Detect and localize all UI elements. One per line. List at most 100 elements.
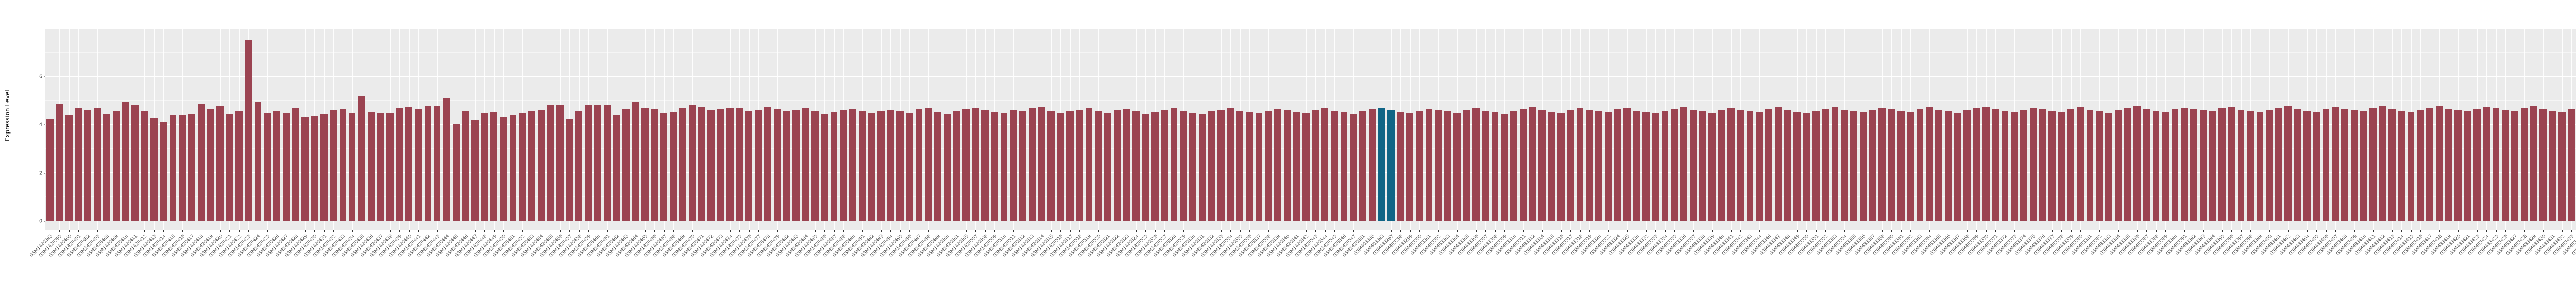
bar[interactable] [500,117,507,221]
bar[interactable] [1774,107,1782,221]
bar[interactable] [65,115,73,221]
bar[interactable] [1661,111,1669,221]
bar[interactable] [1368,109,1376,221]
bar[interactable] [670,112,677,221]
bar[interactable] [1529,107,1536,221]
bar[interactable] [1859,112,1867,221]
bar[interactable] [821,114,828,221]
bar[interactable] [1727,108,1735,221]
bar[interactable] [1699,111,1706,221]
bar[interactable] [1057,113,1064,221]
bar[interactable] [528,111,535,221]
bar[interactable] [84,109,92,221]
bar[interactable] [1944,111,1952,221]
bar[interactable] [1047,110,1055,221]
bar[interactable] [1000,113,1008,221]
bar[interactable] [2029,108,2037,221]
bar[interactable] [2256,112,2264,221]
bar[interactable] [1217,109,1225,221]
bar[interactable] [1623,107,1631,221]
bar[interactable] [386,113,394,221]
bar[interactable] [2520,108,2528,221]
bar[interactable] [943,114,951,221]
bar[interactable] [424,106,432,221]
bar[interactable] [2539,109,2547,221]
bar[interactable] [112,110,120,221]
bar[interactable] [1897,111,1905,221]
bar[interactable] [991,112,998,221]
bar[interactable] [972,107,979,221]
bar[interactable] [1179,111,1187,221]
bar[interactable] [736,108,743,221]
bar[interactable] [2284,106,2292,221]
bar[interactable] [698,106,705,221]
bar[interactable] [1491,112,1499,221]
bar[interactable] [481,113,488,221]
bar[interactable] [877,111,885,221]
bar[interactable] [226,114,233,221]
bar[interactable] [160,122,167,221]
bar[interactable] [2039,109,2046,221]
bar[interactable] [2426,108,2433,221]
bar[interactable] [245,40,252,221]
bar[interactable] [1406,113,1414,221]
bar[interactable] [1302,113,1310,221]
bar[interactable] [726,107,734,221]
bar[interactable] [802,108,809,221]
bar[interactable] [2143,109,2150,221]
bar[interactable] [585,105,592,221]
bar[interactable] [1293,111,1300,221]
bar[interactable] [2332,107,2339,221]
bar[interactable] [2379,106,2386,221]
bar[interactable] [1397,112,1404,221]
bar[interactable] [122,102,129,221]
bar[interactable] [1519,109,1527,221]
bar[interactable] [1633,110,1640,221]
bar[interactable] [2407,112,2415,221]
bar[interactable] [1869,110,1876,221]
bar[interactable] [622,109,630,221]
bar[interactable] [2454,110,2462,221]
bar[interactable] [56,104,63,221]
bar[interactable] [2558,112,2566,221]
bar[interactable] [235,111,243,221]
bar[interactable] [566,118,573,221]
bar[interactable] [2020,109,2027,221]
bar[interactable] [2511,111,2518,221]
bar[interactable] [1822,108,1829,221]
bar[interactable] [415,109,422,221]
bar[interactable] [2360,111,2367,221]
bar[interactable] [2568,109,2575,221]
bar[interactable] [707,109,715,221]
bar[interactable] [594,105,602,221]
bar[interactable] [188,114,195,221]
bar[interactable] [197,104,205,221]
bar[interactable] [1151,112,1159,221]
bar[interactable] [1189,112,1196,221]
bar[interactable] [1227,108,1234,221]
bar[interactable] [1973,108,1980,221]
bar[interactable] [1161,110,1168,221]
bar[interactable] [2171,109,2179,221]
bar[interactable] [1076,110,1083,221]
bar[interactable] [1331,111,1338,221]
bar[interactable] [1548,111,1555,221]
bar[interactable] [2502,110,2509,221]
bar[interactable] [254,101,262,221]
bar[interactable] [490,112,498,221]
bar[interactable] [1349,114,1357,221]
bar[interactable] [2265,110,2273,221]
bar[interactable] [2237,109,2245,221]
bar[interactable] [1689,110,1697,221]
bar[interactable] [2247,111,2254,221]
bar[interactable] [868,113,875,221]
bar[interactable] [2209,111,2216,221]
bar[interactable] [2435,106,2443,221]
bar[interactable] [292,108,299,221]
bar[interactable] [1246,112,1253,221]
bar[interactable] [2350,110,2358,221]
bar[interactable] [1576,108,1584,221]
bar[interactable] [2180,107,2188,221]
bar[interactable] [641,107,649,221]
bar[interactable] [1718,110,1725,221]
